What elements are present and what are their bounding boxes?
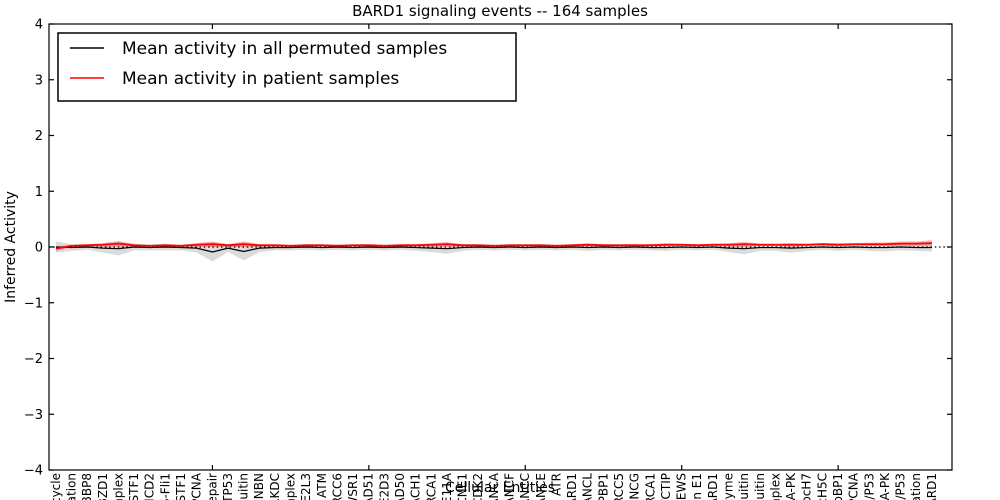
chart-title: BARD1 signaling events -- 164 samples [352,2,648,20]
category-label: XRCC5 [612,473,626,500]
category-label: BRCA1/BACH1 [409,473,423,500]
category-label: BARD1/DNA-PK [878,472,892,500]
category-label: NBN [252,473,266,499]
category-label: FANCF [502,473,516,500]
category-label: BRCA1 [424,473,438,500]
category-label: DNA-PK [784,472,798,500]
category-label: BRCA1/BARD1/RAD51/PCNA [847,472,861,500]
category-label: BRCA1/BARD1/UbcH7 [800,473,814,500]
y-tick-labels: −4 −3 −2 −1 0 1 2 3 4 [24,18,43,479]
permuted-mean-line [55,246,932,253]
category-label: CSTF1 [127,473,141,500]
category-label: XRCC6 [330,473,344,500]
category-label: BRCA1/BARD1/CTIP/M/R/N Complex [111,473,125,500]
category-label: RAD51 [362,473,376,500]
patient-mean-line [55,242,933,250]
category-label: MRE11A [440,472,454,500]
y-tick-label: −1 [24,296,43,311]
category-label: BARD1/DNA-PK/P53 [894,473,908,500]
y-tick-label: 0 [35,241,43,256]
category-label: BARD1 [565,473,579,500]
category-label: mRNA polyadenylation [64,473,78,500]
category-label: FA complex [283,473,297,500]
category-label: BARD1/EWS [675,473,689,500]
category-label: BRCA1/BARD1/P53 [862,473,876,500]
y-tick-label: −4 [24,464,43,479]
axis-ticks [49,23,952,471]
category-label: FANCA [487,472,501,500]
category-label: BRCA1/BARD1/DNA-directed RNA polymerase … [721,473,735,500]
category-label: CDK2 [471,473,485,500]
category-label: BARD1/CSTF1 [174,473,188,500]
category-label: protein ubiquitination [909,473,923,500]
category-label: BRCA1/BARD1/Ubiquitin [737,473,751,500]
series-lines [55,242,933,253]
category-label: CCNE1 [456,473,470,500]
y-tick-label: −2 [24,352,43,367]
category-label: UBE2D3 [377,473,391,500]
category-label: UBE2L3 [299,473,313,500]
category-label: FANCL [581,473,595,500]
category-label: ATM [315,473,329,498]
legend-label-patient: Mean activity in patient samples [122,69,399,89]
category-label: FA complex/FANCD2/Ubiquitin [237,473,251,500]
category-label: UniProt:Q9BZD1 [96,473,110,500]
x-category-labels: G1/S transition of mitotic cell cyclemRN… [49,472,939,500]
legend-label-permuted: Mean activity in all permuted samples [122,39,447,59]
category-label: PRKDC [268,473,282,500]
category-label: PCNA [190,472,204,500]
y-axis-label: Inferred Activity [3,191,19,303]
y-tick-label: 2 [35,129,43,144]
category-label: G1/S transition of mitotic cell cycle [49,473,63,500]
category-label: FANCG [628,473,642,500]
y-tick-label: 1 [35,185,43,200]
category-label: BARD1/EWS-Fli1 [158,473,172,500]
category-label: TOPBP1 [596,473,610,500]
category-label: BRCA1/BACH1/BARD1 [706,473,720,500]
category-label: CDK2/Cyclin E1 [690,473,704,500]
x-axis-label: Cellular Entities [445,480,555,496]
legend-box [57,32,517,102]
category-label: BRCA1/BARD1/ubiquitin [753,473,767,500]
category-label: FANCE [534,473,548,500]
category-label: ATR [549,473,563,496]
category-label: EWSR1 [346,473,360,500]
y-tick-label: 3 [35,73,43,88]
category-label: BRCA1/BACH1/BARD1/TopBP1 [831,473,845,500]
category-label: BARD1/CSTF1/BRCA1 [643,473,657,500]
y-tick-label: −3 [24,408,43,423]
category-label: RAD50 [393,473,407,500]
category-label: M/R/N Complex [768,473,782,500]
category-label: BRCA1/BARD1/CTIP [659,473,673,500]
category-label: FANCD2 [143,473,157,500]
category-label: BRCA1/BARD1/UbcH5C [815,473,829,500]
category-label: DNA repair [205,473,219,500]
category-label: RBBP8 [80,473,94,500]
category-label: TP53 [221,473,235,500]
y-tick-label: 4 [35,18,43,33]
category-label: FANCC [518,473,532,500]
legend: Mean activity in all permuted samples Me… [57,32,517,102]
category-label: BRCA1/BARD1 [925,473,939,500]
